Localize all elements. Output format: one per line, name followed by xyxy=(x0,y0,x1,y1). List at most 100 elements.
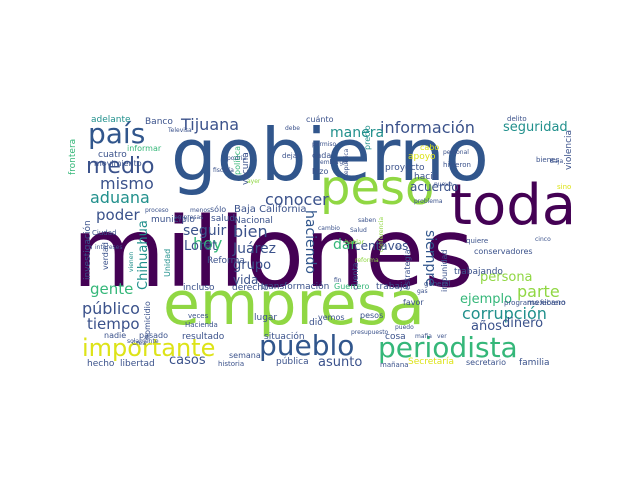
word-embargo: embargo xyxy=(320,159,347,166)
word-loret: Loret xyxy=(184,239,217,254)
word-trabajando: trabajando xyxy=(454,267,503,277)
word-familia: familia xyxy=(519,358,549,368)
word-verdad: verdad xyxy=(101,242,110,270)
word-adelante: adelante xyxy=(91,115,131,125)
word-saben: saben xyxy=(358,217,376,224)
word-debe: debe xyxy=(285,125,300,132)
word-mismo: mismo xyxy=(100,174,154,193)
word-informacion: información xyxy=(380,118,475,137)
word-sino: sino xyxy=(557,183,571,191)
word-ejemplo: ejemplo xyxy=(460,292,512,307)
word-menos: menos xyxy=(190,207,210,214)
word-tiempo: tiempo xyxy=(87,315,140,333)
word-salud: salud xyxy=(211,214,235,224)
word-fin: fin xyxy=(334,277,342,284)
word-dejar: dejar xyxy=(282,152,300,160)
word-frontera: frontera xyxy=(68,139,78,175)
word-empresa: empresa xyxy=(163,269,425,339)
word-puedo: puedo xyxy=(395,324,414,331)
word-estrategia: estrategia xyxy=(403,249,412,290)
word-solamente: solamente xyxy=(127,338,159,345)
word-derecho: derecho xyxy=(232,283,269,293)
word-cambio: cambio xyxy=(318,225,340,232)
word-republica: República xyxy=(343,148,350,178)
word-bien: bien xyxy=(233,222,268,241)
word-peso: peso xyxy=(320,160,434,216)
word-apoyo: apoyo xyxy=(408,152,436,162)
word-pasado: pasado xyxy=(139,331,168,340)
word-banco: Banco xyxy=(145,117,173,127)
word-siempre: siempre xyxy=(422,230,438,286)
word-haciendo: haciendo xyxy=(302,210,318,274)
word-televisa: Televisa xyxy=(167,127,192,134)
word-gobierno: gobierno xyxy=(171,113,489,197)
word-mexicano: mexicano xyxy=(527,298,566,307)
word-persona: persona xyxy=(480,270,533,285)
word-reforma: Reforma xyxy=(207,256,245,266)
word-hizo: hizo xyxy=(312,167,328,176)
word-movimiento: movimiento xyxy=(94,159,142,168)
word-ciudad: Ciudad xyxy=(92,229,116,237)
word-importante: importante xyxy=(82,334,215,362)
word-semana: semana xyxy=(229,351,261,360)
word-favor: favor xyxy=(403,298,424,307)
word-medio: medio xyxy=(86,154,155,179)
word-solo: sólo xyxy=(210,204,226,214)
word-hecho: hecho xyxy=(87,359,115,369)
word-empresas: empresas xyxy=(174,214,203,221)
word-pueblo: pueblo xyxy=(259,329,354,362)
word-aduana: aduana xyxy=(90,188,150,207)
word-ex: ex xyxy=(395,244,403,251)
word-salud-small: Salud xyxy=(350,227,367,234)
word-vienen: vienen xyxy=(128,252,135,272)
word-cuenta: cuenta xyxy=(351,262,360,290)
word-manana: mañana xyxy=(380,361,409,369)
word-municipio: municipio xyxy=(151,215,195,225)
word-millones: millones xyxy=(72,197,474,309)
word-incluso: incluso xyxy=(183,283,215,293)
word-ayer: ayer xyxy=(247,178,261,185)
word-mafia: mafia xyxy=(415,333,432,340)
word-seguridad: seguridad xyxy=(503,120,568,135)
word-hacia: hacia xyxy=(414,172,438,182)
word-corrupcion: corrupción xyxy=(462,304,547,323)
word-vemos: vemos xyxy=(318,313,345,322)
word-juarez: Juárez xyxy=(232,241,276,257)
word-dar: dar xyxy=(333,237,356,253)
word-vida: vida xyxy=(233,273,258,287)
word-transformacion: transformación xyxy=(261,281,329,292)
word-periodista: periodista xyxy=(378,331,518,364)
word-nacional: Nacional xyxy=(234,216,273,226)
word-casos: casos xyxy=(169,353,206,368)
word-tijuana: Tijuana xyxy=(180,115,239,134)
word-secretario: secretario xyxy=(466,358,506,367)
word-investigacion: investigación xyxy=(82,220,93,280)
word-historia: historia xyxy=(218,360,244,368)
word-nadie: nadie xyxy=(104,331,126,340)
word-secretaria: Secretaría xyxy=(408,357,454,367)
word-febrero: febrero xyxy=(540,299,565,307)
word-unidad: Unidad xyxy=(163,249,172,277)
word-gente: gente xyxy=(90,280,133,298)
word-personal: personal xyxy=(443,149,469,156)
word-baja: Baja xyxy=(550,158,563,165)
word-seguir: seguir xyxy=(183,223,227,239)
word-lugar: lugar xyxy=(254,313,277,323)
word-poder: poder xyxy=(96,206,140,224)
word-publico: público xyxy=(82,299,140,318)
word-chihuahua: Chihuahua xyxy=(136,220,151,290)
word-bienes: bienes xyxy=(536,156,559,164)
word-baja-california: Baja California xyxy=(234,204,307,215)
word-delito: delito xyxy=(507,115,527,123)
word-centavos: centavos xyxy=(354,239,408,253)
word-reforma-small: reforma xyxy=(355,257,379,264)
word-trabajo: trabajo xyxy=(376,282,408,292)
word-pesos: pesos xyxy=(360,311,383,320)
word-nuevo: nuevo xyxy=(434,181,453,188)
word-conferencia: conferencia xyxy=(378,217,385,252)
word-parte: parte xyxy=(517,282,560,301)
word-acuerdo: acuerdo xyxy=(410,180,459,194)
word-fiscalia: fiscalía xyxy=(213,167,234,174)
word-publica: pública xyxy=(276,357,309,367)
word-manera: manera xyxy=(330,125,384,141)
